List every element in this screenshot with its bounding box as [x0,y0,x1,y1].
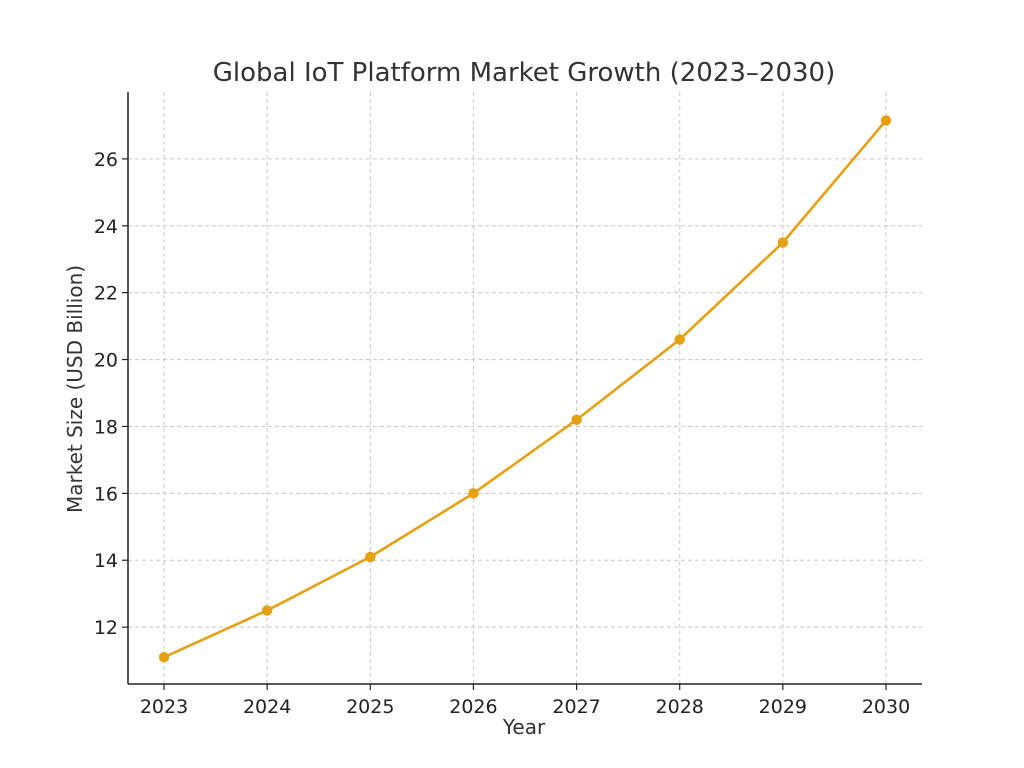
data-point [261,605,273,616]
series-layer [158,115,892,663]
x-tick-label: 2027 [552,696,600,718]
x-tick-label: 2025 [346,696,394,718]
axes-layer [127,92,922,685]
data-point [880,115,892,126]
y-tick-label: 26 [94,149,118,171]
x-tick-label: 2029 [759,696,807,718]
y-axis-label: Market Size (USD Billion) [63,265,87,513]
y-tick-label: 16 [94,483,118,505]
data-point [468,488,479,499]
y-tick-label: 22 [94,283,118,305]
data-point [365,551,376,563]
x-axis-label: Year [502,715,546,739]
x-tick-label: 2024 [243,696,291,718]
grid-layer [128,92,922,684]
data-point [158,652,170,663]
y-tick-label: 18 [94,416,118,438]
x-tick-label: 2030 [862,696,910,718]
y-tick-label: 12 [94,617,118,639]
x-tick-label: 2023 [140,696,188,718]
data-point [777,237,789,248]
x-axis-ticks: 2023 2024 2025 2026 2027 2028 2029 2030 [140,684,910,718]
x-tick-label: 2028 [656,696,704,718]
chart-title: Global IoT Platform Market Growth (2023–… [213,58,835,88]
y-tick-label: 14 [94,550,118,572]
y-tick-label: 20 [94,350,118,372]
data-point [674,334,685,345]
y-tick-label: 24 [94,216,118,238]
series-line [162,119,888,659]
data-point [571,414,582,425]
y-axis-ticks: 12 14 16 18 20 22 24 26 [94,149,128,639]
x-tick-label: 2026 [449,696,497,718]
